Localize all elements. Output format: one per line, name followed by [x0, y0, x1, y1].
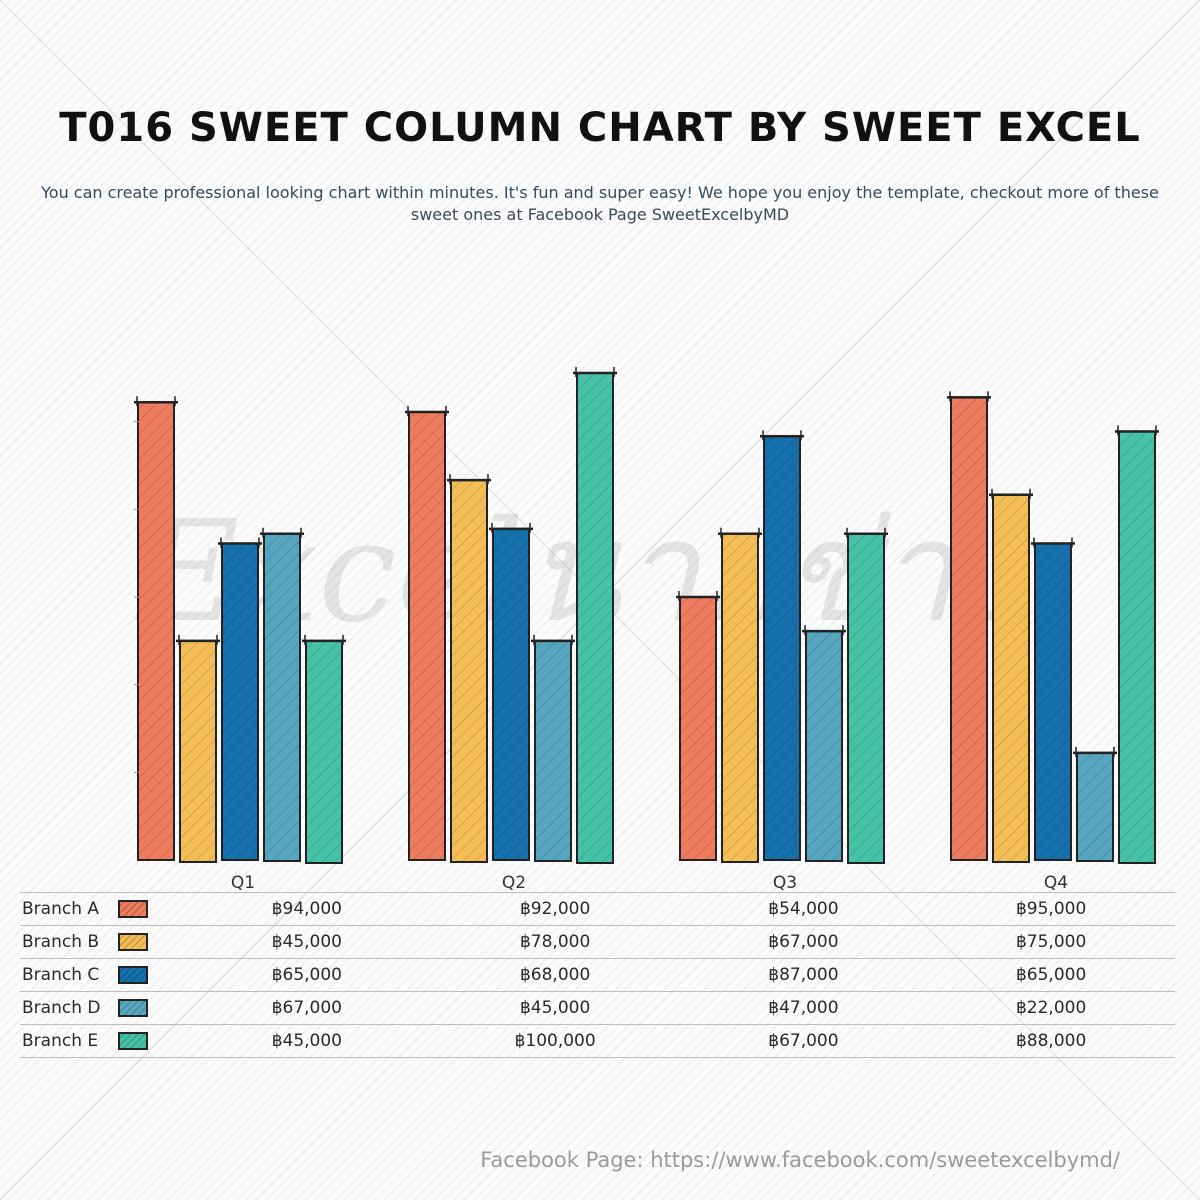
table-cell-value: ฿68,000 [430, 958, 680, 992]
bar-hatch [306, 640, 342, 863]
bar-hatch [993, 494, 1029, 862]
table-cell-value: ฿94,000 [183, 892, 431, 926]
legend-swatch [117, 933, 148, 951]
legend-swatch [117, 1032, 148, 1050]
series-name: Branch D [20, 991, 118, 1025]
table-row: Branch E ฿45,000 ฿100,000 ฿67,000 ฿88,000 [20, 1024, 1175, 1058]
table-row: Branch D ฿67,000 ฿45,000 ฿47,000 ฿22,000 [20, 991, 1175, 1025]
bar-hatch [764, 436, 800, 860]
footer-link-text: Facebook Page: https://www.facebook.com/… [480, 1148, 1120, 1172]
table-cell-value: ฿22,000 [927, 991, 1175, 1025]
bar-hatch [1119, 431, 1155, 863]
table-cell-value: ฿65,000 [927, 958, 1175, 992]
bar-hatch [493, 528, 529, 860]
series-name: Branch B [20, 925, 118, 959]
bar-hatch [1035, 543, 1071, 860]
bar-hatch [264, 533, 300, 861]
bar-hatch [180, 640, 216, 862]
table-cell-value: ฿78,000 [430, 925, 680, 959]
table-cell-value: ฿95,000 [927, 892, 1175, 926]
bar-hatch [138, 402, 174, 860]
table-cell-value: ฿45,000 [183, 1024, 431, 1058]
table-cell-value: ฿67,000 [183, 991, 431, 1025]
table-row: Branch C ฿65,000 ฿68,000 ฿87,000 ฿65,000 [20, 958, 1175, 992]
table-cell-value: ฿67,000 [679, 1024, 928, 1058]
bar-hatch [806, 631, 842, 861]
series-name: Branch E [20, 1024, 118, 1058]
legend-key-cell [117, 991, 184, 1025]
chart-subtitle: You can create professional looking char… [41, 183, 1159, 224]
bar-hatch [848, 533, 884, 863]
series-name: Branch A [20, 892, 118, 926]
x-tick-label-q1: Q1 [231, 873, 255, 893]
x-tick-label-q4: Q4 [1044, 873, 1068, 893]
x-tick-label-q2: Q2 [502, 873, 526, 893]
series-name: Branch C [20, 958, 118, 992]
bar-hatch [535, 640, 571, 861]
legend-key-cell [117, 892, 184, 926]
table-cell-value: ฿87,000 [679, 958, 928, 992]
legend-swatch [117, 999, 148, 1017]
table-cell-value: ฿45,000 [183, 925, 431, 959]
chart-title: T016 SWEET COLUMN CHART BY SWEET EXCEL [59, 105, 1141, 151]
legend-key-cell [117, 1024, 184, 1058]
bar-hatch [409, 411, 445, 860]
table-cell-value: ฿92,000 [430, 892, 680, 926]
bar-hatch [1077, 752, 1113, 861]
legend-swatch [117, 900, 148, 918]
bar-hatch [951, 397, 987, 860]
x-tick-label-q3: Q3 [773, 873, 797, 893]
bar-hatch [722, 533, 758, 862]
legend-key-cell [117, 925, 184, 959]
bar-hatch [680, 597, 716, 860]
table-cell-value: ฿54,000 [679, 892, 928, 926]
table-cell-value: ฿65,000 [183, 958, 431, 992]
table-row: Branch B ฿45,000 ฿78,000 ฿67,000 ฿75,000 [20, 925, 1175, 959]
table-cell-value: ฿45,000 [430, 991, 680, 1025]
table-cell-value: ฿47,000 [679, 991, 928, 1025]
bar-hatch [577, 373, 613, 863]
bar-hatch [222, 543, 258, 860]
table-row: Branch A ฿94,000 ฿92,000 ฿54,000 ฿95,000 [20, 892, 1175, 926]
legend-key-cell [117, 958, 184, 992]
table-cell-value: ฿100,000 [430, 1024, 680, 1058]
table-cell-value: ฿75,000 [927, 925, 1175, 959]
table-cell-value: ฿67,000 [679, 925, 928, 959]
bar-hatch [451, 480, 487, 862]
table-cell-value: ฿88,000 [927, 1024, 1175, 1058]
data-table: Branch A ฿94,000 ฿92,000 ฿54,000 ฿95,000 Bran… [20, 892, 1175, 1058]
legend-swatch [117, 966, 148, 984]
